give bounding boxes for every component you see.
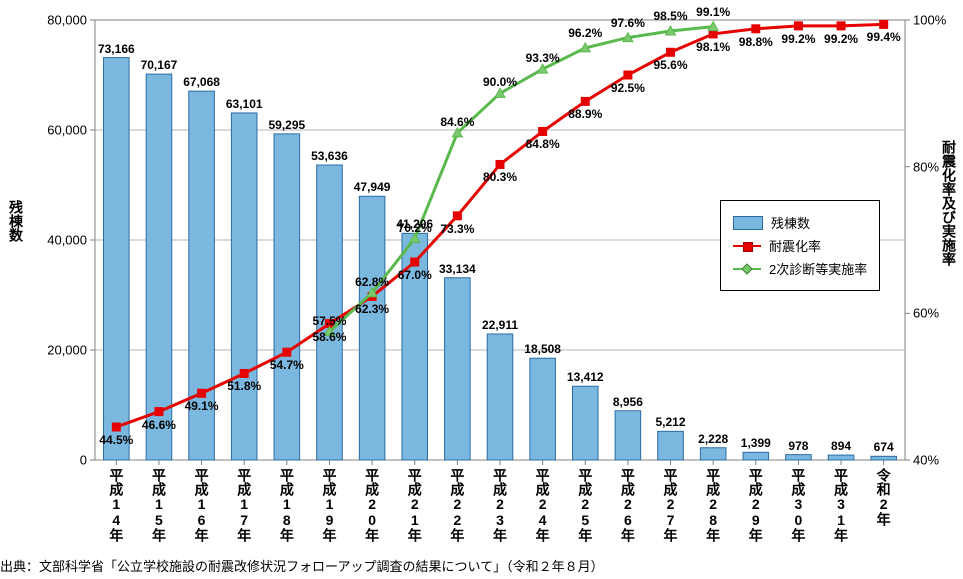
line1-value-label: 99.2%	[781, 32, 815, 46]
bar-value-label: 674	[874, 440, 894, 454]
legend-item-bars: 残棟数	[733, 213, 867, 232]
bar-value-label: 63,101	[226, 97, 263, 111]
legend-label: 2次診断等実施率	[769, 259, 867, 278]
bar-value-label: 33,134	[439, 262, 476, 276]
line2-value-label: 90.0%	[483, 75, 517, 89]
x-category-label: 令和2年	[874, 468, 894, 526]
bar-value-label: 73,166	[98, 42, 135, 56]
bar-value-label: 47,949	[354, 180, 391, 194]
line2-value-label: 93.3%	[526, 51, 560, 65]
bar-value-label: 894	[831, 439, 851, 453]
source-note: 出典：文部科学省「公立学校施設の耐震改修状況フォローアップ調査の結果について」（…	[0, 556, 604, 575]
bar-value-label: 978	[788, 439, 808, 453]
y-tick-left: 80,000	[27, 13, 87, 28]
bar-value-label: 18,508	[524, 342, 561, 356]
bar-value-label: 5,212	[656, 415, 686, 429]
line1-value-label: 80.3%	[483, 170, 517, 184]
x-category-label: 平成17年	[234, 468, 254, 542]
line2-value-label: 57.5%	[312, 314, 346, 328]
x-category-label: 平成19年	[319, 468, 339, 542]
line1-value-label: 58.6%	[312, 330, 346, 344]
left-axis-title: 残棟数	[6, 200, 26, 242]
line1-value-label: 95.6%	[654, 58, 688, 72]
x-category-label: 平成29年	[746, 468, 766, 542]
legend-item-line2: 2次診断等実施率	[733, 259, 867, 278]
line1-value-label: 98.8%	[739, 35, 773, 49]
legend-swatch-red-line	[733, 245, 761, 247]
y-tick-right: 80%	[913, 159, 963, 174]
x-category-label: 平成26年	[618, 468, 638, 542]
y-tick-right: 40%	[913, 453, 963, 468]
line2-value-label: 98.5%	[654, 9, 688, 23]
line1-value-label: 67.0%	[398, 268, 432, 282]
line1-value-label: 73.3%	[440, 222, 474, 236]
x-category-label: 平成27年	[661, 468, 681, 542]
line2-value-label: 70.2%	[398, 221, 432, 235]
bar-value-label: 2,228	[698, 432, 728, 446]
y-tick-left: 60,000	[27, 123, 87, 138]
line1-value-label: 49.1%	[185, 399, 219, 413]
x-category-label: 平成21年	[405, 468, 425, 542]
x-category-label: 平成24年	[533, 468, 553, 542]
line1-value-label: 84.8%	[526, 137, 560, 151]
line1-value-label: 99.2%	[824, 32, 858, 46]
y-tick-left: 0	[27, 453, 87, 468]
x-category-label: 平成15年	[149, 468, 169, 542]
legend-item-line1: 耐震化率	[733, 236, 867, 255]
x-category-label: 平成30年	[788, 468, 808, 542]
line1-value-label: 44.5%	[99, 433, 133, 447]
line2-value-label: 96.2%	[568, 26, 602, 40]
bar-value-label: 70,167	[141, 58, 178, 72]
x-category-label: 平成25年	[575, 468, 595, 542]
line2-value-label: 99.1%	[696, 5, 730, 19]
chart-container: 残棟数 耐震化率及び実施率 残棟数 耐震化率 2次診断等実施率 出典：文部科学省…	[0, 0, 963, 579]
bar-value-label: 22,911	[482, 318, 518, 332]
legend: 残棟数 耐震化率 2次診断等実施率	[720, 200, 880, 291]
line2-value-label: 62.8%	[355, 275, 389, 289]
line1-value-label: 88.9%	[568, 107, 602, 121]
line1-value-label: 99.4%	[867, 30, 901, 44]
bar-value-label: 8,956	[613, 395, 643, 409]
line1-value-label: 54.7%	[270, 358, 304, 372]
x-category-label: 平成18年	[277, 468, 297, 542]
x-category-label: 平成23年	[490, 468, 510, 542]
line2-value-label: 97.6%	[611, 16, 645, 30]
legend-label: 残棟数	[771, 213, 810, 232]
line1-value-label: 98.1%	[696, 40, 730, 54]
line1-value-label: 62.3%	[355, 302, 389, 316]
y-tick-left: 40,000	[27, 233, 87, 248]
y-tick-left: 20,000	[27, 343, 87, 358]
y-tick-right: 60%	[913, 306, 963, 321]
line2-value-label: 84.6%	[440, 115, 474, 129]
legend-label: 耐震化率	[769, 236, 821, 255]
bar-value-label: 59,295	[268, 118, 305, 132]
x-category-label: 平成28年	[703, 468, 723, 542]
bar-value-label: 53,636	[311, 149, 348, 163]
bar-value-label: 13,412	[567, 370, 604, 384]
line1-value-label: 46.6%	[142, 418, 176, 432]
x-category-label: 平成16年	[192, 468, 212, 542]
legend-swatch-green-line	[733, 268, 761, 270]
x-category-label: 平成22年	[447, 468, 467, 542]
y-tick-right: 100%	[913, 13, 963, 28]
x-category-label: 平成31年	[831, 468, 851, 542]
bar-value-label: 1,399	[741, 436, 771, 450]
bar-value-label: 67,068	[183, 75, 220, 89]
x-category-label: 平成20年	[362, 468, 382, 542]
x-category-label: 平成14年	[106, 468, 126, 542]
line1-value-label: 92.5%	[611, 81, 645, 95]
legend-swatch-bar	[733, 216, 763, 230]
line1-value-label: 51.8%	[227, 379, 261, 393]
